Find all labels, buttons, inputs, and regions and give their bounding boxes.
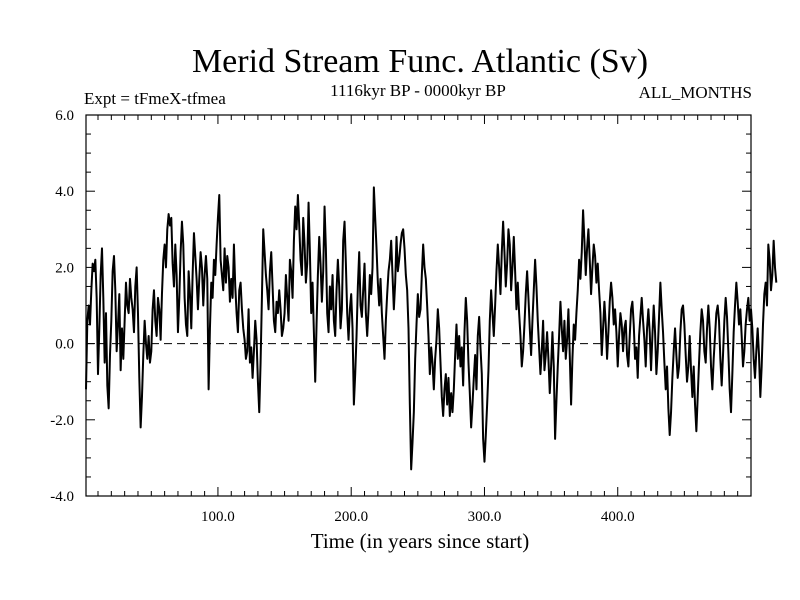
months-label: ALL_MONTHS <box>639 83 752 102</box>
experiment-label: Expt = tFmeX-tfmea <box>84 89 226 108</box>
axis-ticks <box>86 114 751 497</box>
x-tick-label: 100.0 <box>201 509 235 525</box>
x-tick-label: 400.0 <box>601 509 635 525</box>
y-tick-label: 2.0 <box>55 260 74 276</box>
axis-tick-labels: 100.0 200.0 300.0 400.0 -4.0 -2.0 0.0 2.0 4.0 6.0 <box>50 108 634 525</box>
chart-title: Merid Stream Func. Atlantic (Sv) <box>192 43 648 80</box>
time-range-label: 1116kyr BP - 0000kyr BP <box>330 81 506 100</box>
x-tick-label: 200.0 <box>334 509 368 525</box>
x-axis-label: Time (in years since start) <box>311 529 530 553</box>
y-tick-label: 0.0 <box>55 337 74 353</box>
y-tick-label: 6.0 <box>55 108 74 124</box>
y-tick-label: -4.0 <box>50 489 74 505</box>
x-tick-label: 300.0 <box>468 509 502 525</box>
y-tick-label: -2.0 <box>50 413 74 429</box>
series-line <box>85 186 778 471</box>
y-tick-label: 4.0 <box>55 184 74 200</box>
